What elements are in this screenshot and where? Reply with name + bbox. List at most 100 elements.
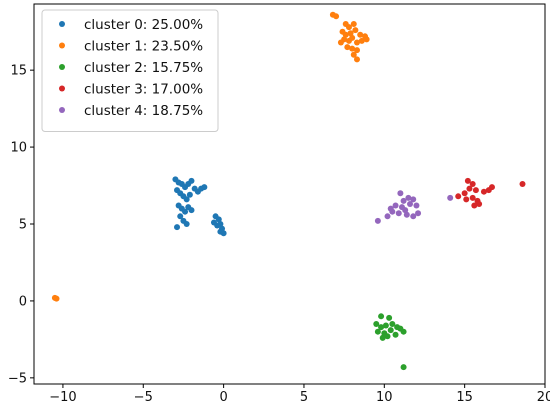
ticks-layer: −10 −5 0 5 10 15 20 −5 0 5 10 15 [8, 64, 550, 405]
x-tick-label: −10 [49, 390, 76, 405]
scatter-point [463, 196, 470, 203]
x-tick-label: −5 [134, 390, 153, 405]
scatter-point [186, 191, 193, 198]
x-tick-label: 5 [300, 390, 308, 405]
plot-frame [33, 3, 546, 385]
scatter-point [188, 177, 195, 184]
scatter-point [188, 207, 195, 214]
scatter-point [488, 184, 495, 191]
scatter-point [392, 202, 399, 209]
scatter-point [387, 327, 394, 334]
y-tick-label: −5 [8, 371, 27, 386]
scatter-point [342, 31, 349, 38]
legend-label: cluster 2: 15.75% [84, 60, 203, 76]
scatter-point [384, 213, 391, 220]
scatter-point [464, 177, 471, 184]
legend-marker [59, 42, 65, 49]
scatter-point [410, 196, 417, 203]
legend-marker [59, 64, 65, 70]
scatter-point [345, 24, 352, 31]
scatter-point [350, 21, 357, 27]
legend-marker [59, 107, 65, 113]
scatter-point [480, 188, 487, 195]
scatter-point [400, 328, 407, 335]
scatter-point [472, 187, 479, 194]
x-tick-label: 10 [376, 390, 393, 405]
scatter-point [410, 213, 417, 220]
scatter-point [378, 313, 385, 320]
scatter-point [413, 202, 420, 209]
scatter-point [397, 190, 404, 197]
y-tick-label: 15 [10, 64, 27, 79]
scatter-point [217, 228, 224, 235]
scatter-point [469, 194, 476, 201]
y-tick-label: 0 [19, 294, 27, 309]
scatter-point [386, 314, 393, 321]
legend-label: cluster 3: 17.00% [84, 82, 203, 98]
scatter-point [347, 30, 354, 37]
scatter-point [392, 331, 399, 338]
scatter-point [519, 181, 526, 187]
scatter-point [373, 321, 380, 327]
scatter-point [210, 219, 217, 226]
legend-label: cluster 4: 18.75% [84, 103, 203, 119]
scatter-point [407, 201, 414, 207]
scatter-point [384, 333, 391, 340]
scatter-point [476, 201, 483, 207]
scatter-point [400, 364, 407, 371]
scatter-point [405, 194, 412, 201]
legend-marker [59, 21, 65, 27]
x-tick-label: 20 [537, 390, 550, 405]
scatter-point [379, 334, 386, 341]
scatter-point [374, 217, 381, 224]
scatter-point [466, 185, 473, 192]
scatter-point [447, 194, 454, 201]
scatter-point [353, 56, 360, 63]
points-layer [51, 11, 526, 371]
scatter-point [358, 37, 365, 44]
scatter-point [415, 210, 422, 217]
scatter-point [333, 13, 340, 20]
scatter-point [201, 184, 208, 191]
scatter-point [183, 196, 190, 203]
scatter-point [174, 224, 181, 231]
scatter-point [455, 193, 462, 200]
scatter-point [352, 27, 359, 34]
scatter-point [182, 208, 189, 215]
scatter-point [403, 211, 410, 218]
scatter-point [400, 197, 407, 204]
scatter-point [353, 39, 360, 46]
scatter-point [378, 324, 385, 331]
scatter-point [350, 51, 357, 58]
scatter-point [387, 205, 394, 212]
scatter-point [353, 47, 360, 54]
scatter-point [53, 295, 60, 302]
scatter-point [374, 328, 381, 335]
scatter-point [389, 321, 396, 327]
scatter-point [215, 216, 222, 223]
scatter-point [395, 210, 402, 217]
y-tick-label: 5 [19, 218, 27, 233]
legend: cluster 0: 25.00% cluster 1: 23.50% cluste… [41, 9, 219, 132]
legend-label: cluster 0: 25.00% [84, 17, 203, 33]
scatter-point [461, 190, 468, 197]
scatter-point [177, 213, 184, 220]
scatter-point [363, 36, 370, 43]
scatter-point [402, 207, 409, 214]
scatter-point [357, 31, 364, 38]
legend-marker [59, 85, 65, 92]
scatter-point [344, 44, 351, 51]
scatter-point [183, 221, 190, 227]
scatter-point [349, 45, 356, 52]
legend-label: cluster 1: 23.50% [84, 39, 203, 55]
x-tick-label: 0 [219, 390, 227, 405]
x-tick-label: 15 [456, 390, 473, 405]
scatter-point [471, 202, 478, 209]
scatter-point [469, 181, 476, 187]
y-tick-label: 10 [10, 141, 27, 156]
scatter-point [337, 39, 344, 46]
scatter-point [382, 322, 389, 329]
scatter-point [349, 34, 356, 41]
